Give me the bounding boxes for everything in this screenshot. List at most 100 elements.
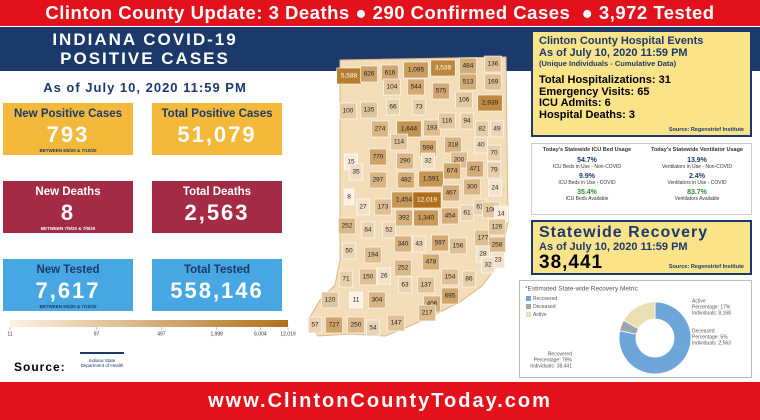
hospital-lines: Total Hospitalizations: 31 Emergency Vis…	[539, 74, 744, 121]
stat-box: New Positive Cases 793 BETWEEN 6/9/20 & 7/…	[3, 103, 133, 155]
county-label: 27	[359, 204, 367, 211]
county-label: 3,539	[435, 65, 452, 72]
county-label: 392	[399, 215, 410, 222]
county-label: 513	[463, 79, 474, 86]
county-label: 575	[436, 88, 447, 95]
county	[430, 59, 456, 77]
county	[338, 270, 353, 288]
county	[418, 304, 436, 322]
county	[432, 82, 450, 100]
county	[369, 148, 387, 166]
stat-value: 7,617	[35, 278, 101, 303]
county	[466, 160, 484, 178]
county	[381, 221, 396, 239]
county-label: 177	[478, 235, 489, 242]
county-label: 71	[342, 276, 350, 283]
county-label: 274	[375, 126, 386, 133]
stat-note: BETWEEN 7/9/20 & 7/9/20	[40, 226, 96, 231]
recovery-as-of: As of July 10, 2020 11:59 PM	[539, 241, 688, 253]
county	[396, 120, 422, 138]
county	[369, 171, 387, 189]
county-label: 616	[385, 70, 396, 77]
stat-label: New Tested	[36, 264, 100, 276]
county-label: 114	[394, 139, 405, 146]
county	[442, 184, 460, 202]
county-label: 194	[368, 252, 379, 259]
county	[459, 112, 474, 130]
hospital-line: Total Hospitalizations: 31	[539, 74, 671, 86]
county	[343, 188, 355, 206]
capacity-title: Today's Statewide ICU Bed Usage	[542, 147, 632, 153]
county-label: 73	[415, 104, 423, 111]
county	[461, 270, 476, 288]
county	[397, 276, 412, 294]
county	[387, 314, 405, 332]
county-label: 23	[494, 257, 502, 264]
legend-label: Recovered	[533, 296, 557, 302]
hospital-line: Hospital Deaths: 3	[539, 108, 635, 121]
capacity-label: Ventilators in Use - Non-COVID	[661, 164, 733, 170]
county-label: 61	[463, 210, 471, 217]
county-label: 467	[446, 190, 457, 197]
county-label: 5,588	[341, 73, 358, 80]
county	[385, 98, 400, 116]
county-label: 454	[445, 213, 456, 220]
county-label: 8	[347, 194, 351, 201]
county-label: 250	[351, 322, 362, 329]
county	[364, 246, 382, 264]
county-label: 70	[490, 150, 498, 157]
stat-box: Total Positive Cases 51,079	[152, 103, 282, 155]
county-label: 300	[467, 184, 478, 191]
county-label: 104	[387, 84, 398, 91]
county	[368, 291, 386, 309]
county	[348, 291, 363, 309]
county	[420, 152, 435, 170]
stat-label: Total Deaths	[182, 186, 252, 198]
county	[484, 73, 502, 91]
stat-value: 2,563	[184, 200, 250, 225]
county	[411, 235, 426, 253]
slice-label: Deceased	[692, 328, 715, 334]
legend-label: 6,004	[254, 331, 267, 337]
hospital-title: As of July 10, 2020 11:59 PM	[539, 47, 688, 59]
county-label: 106	[486, 207, 497, 214]
legend-label: 12,019	[280, 331, 296, 337]
county-label: 154	[445, 274, 456, 281]
county-label: 727	[329, 322, 340, 329]
county-label: 61	[476, 204, 484, 211]
capacity-label: Ventilators Available	[674, 196, 720, 202]
capacity-label: Ventilators in Use - COVID	[667, 180, 727, 186]
county-label: 1,454	[396, 197, 413, 204]
county	[359, 268, 377, 286]
county	[441, 268, 459, 286]
hospital-source: Source: Regenstrief Institute	[668, 127, 744, 133]
slice-label: Percentage: 79%	[534, 357, 573, 363]
county	[348, 163, 363, 181]
county-label: 126	[492, 224, 503, 231]
slice-label: Percentage: 5%	[692, 334, 728, 340]
county	[365, 319, 380, 337]
left-title: INDIANA COVID-19 POSITIVE CASES	[0, 30, 290, 68]
county-label: 304	[372, 297, 383, 304]
stat-box: Total Deaths 2,563	[152, 181, 282, 233]
county-label: 50	[345, 248, 353, 255]
county-label: 43	[415, 241, 423, 248]
county-label: 471	[470, 166, 481, 173]
legend-label: 97	[94, 331, 100, 337]
county	[438, 112, 456, 130]
county	[480, 256, 495, 274]
county-label: 150	[363, 274, 374, 281]
county-label: 86	[465, 276, 473, 283]
county-label: 252	[342, 223, 353, 230]
legend-label: Active	[533, 312, 547, 318]
county-label: 28	[479, 251, 487, 258]
stat-label: Total Tested	[183, 264, 251, 276]
county-label: 15	[347, 159, 355, 166]
capacity-value: 54.7%	[577, 157, 597, 164]
county-label: 94	[463, 118, 471, 125]
county	[338, 217, 356, 235]
stat-box: New Deaths 8 BETWEEN 7/9/20 & 7/9/20	[3, 181, 133, 233]
ventilator-column: Today's Statewide Ventilator Usage 13.9%…	[642, 147, 752, 202]
county	[325, 316, 343, 334]
